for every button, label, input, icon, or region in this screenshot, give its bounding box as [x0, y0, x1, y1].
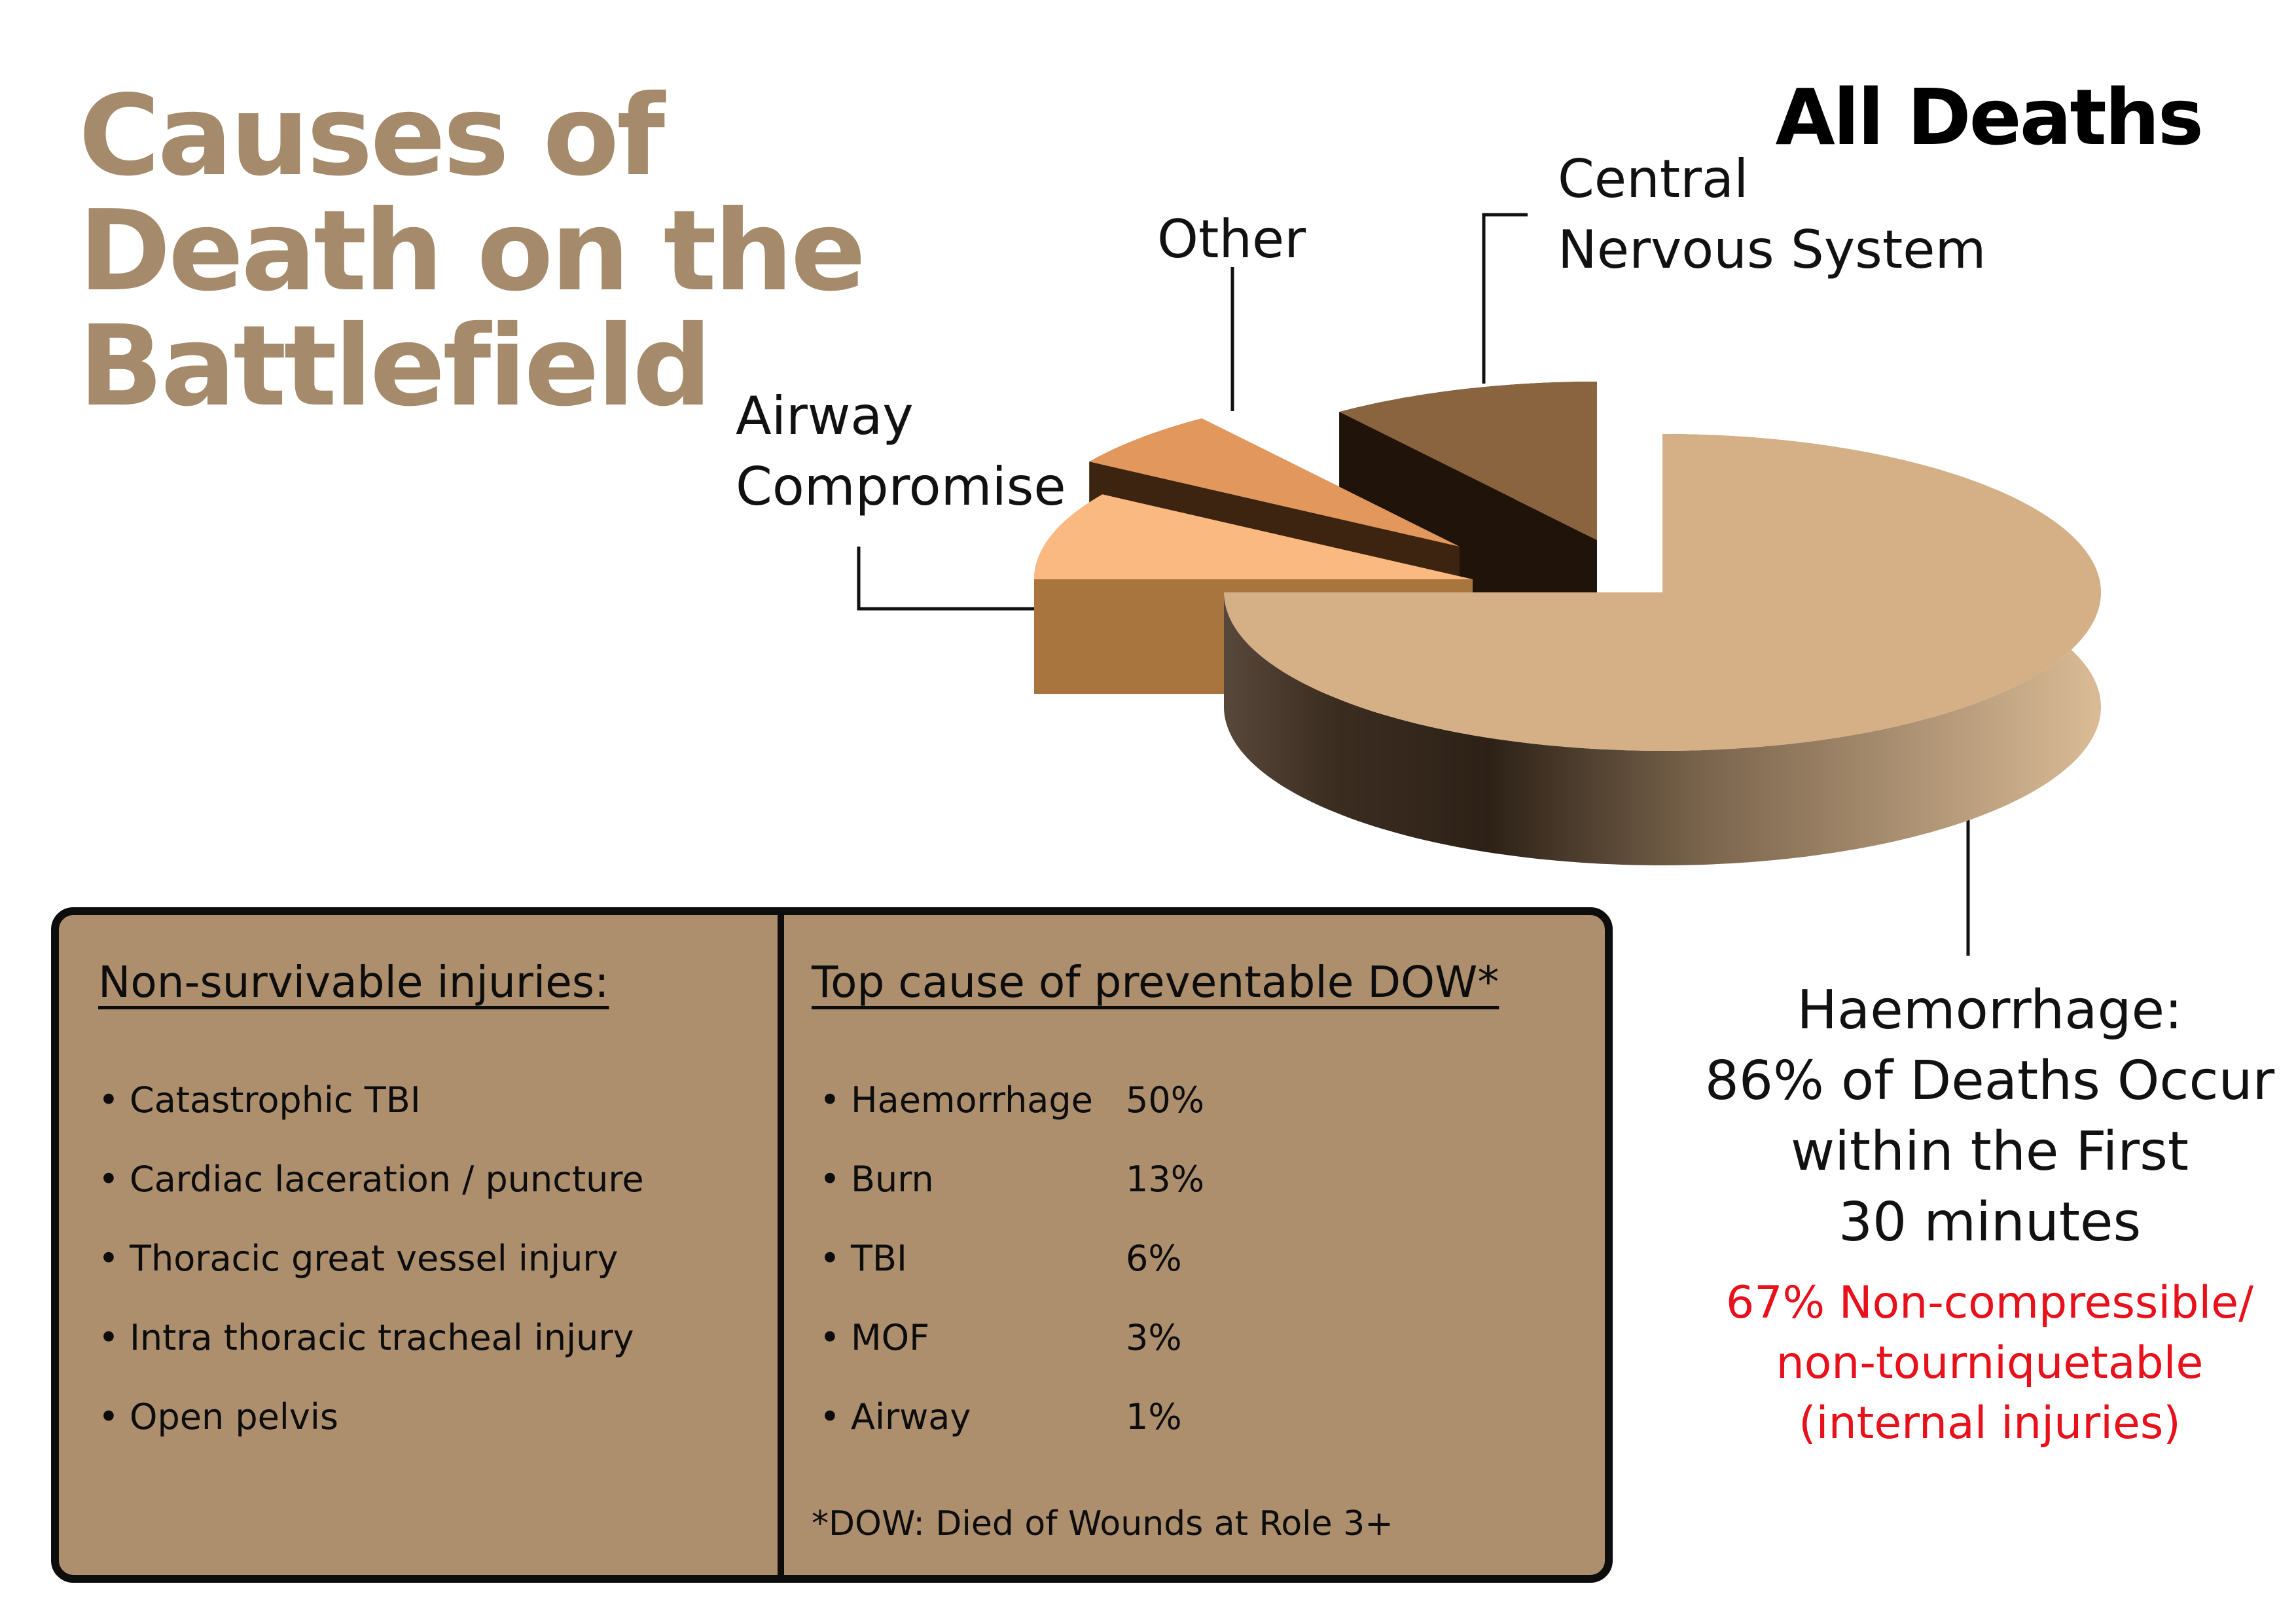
dow-percent: 1% — [1126, 1396, 1182, 1437]
non-survivable-heading: Non-survivable injuries: — [98, 957, 609, 1007]
list-item: Catastrophic TBI — [98, 1060, 644, 1140]
list-item: Open pelvis — [98, 1377, 644, 1456]
slice-label-line: 30 minutes — [1838, 1191, 2142, 1254]
slice-label-airway: Airway Compromise — [736, 381, 1066, 522]
slice-label-line: Other — [1157, 209, 1306, 270]
dow-cause: TBI — [851, 1238, 907, 1279]
slice-label-line: 86% of Deaths Occur — [1704, 1050, 2275, 1112]
list-item: Haemorrhage 50% — [819, 1060, 1204, 1140]
dow-percent: 6% — [1126, 1238, 1182, 1279]
dow-percent: 13% — [1126, 1159, 1205, 1200]
list-item: Intra thoracic tracheal injury — [98, 1298, 644, 1377]
dow-cause: Burn — [851, 1159, 934, 1200]
column-divider — [778, 915, 784, 1575]
list-item: Burn 13% — [819, 1140, 1204, 1219]
pie-slices — [1034, 382, 2101, 865]
list-item: MOF 3% — [819, 1298, 1204, 1377]
dow-cause: Airway — [851, 1396, 971, 1437]
title-line: Battlefield — [79, 302, 712, 431]
preventable-dow-heading: Top cause of preventable DOW* — [812, 957, 1499, 1007]
slice-other — [1089, 418, 1460, 547]
note-line: 67% Non-compressible/ — [1725, 1277, 2254, 1329]
info-box: Non-survivable injuries: Catastrophic TB… — [51, 907, 1613, 1583]
note-line: (internal injuries) — [1799, 1398, 2181, 1449]
non-survivable-list: Catastrophic TBI Cardiac laceration / pu… — [98, 1060, 644, 1456]
slice-label-line: within the First — [1791, 1121, 2189, 1183]
slice-cns — [1339, 382, 1597, 540]
slice-label-line: Airway — [736, 386, 914, 446]
slice-label-haemorrhage: Haemorrhage: 86% of Deaths Occur within … — [1676, 975, 2296, 1258]
chart-title: All Deaths — [1775, 72, 2204, 162]
slice-label-line: Nervous System — [1558, 219, 1986, 280]
dow-cause: Haemorrhage — [851, 1079, 1093, 1121]
title-line: Death on the — [79, 187, 866, 316]
slice-label-line: Haemorrhage: — [1797, 979, 2183, 1041]
pie-chart — [857, 213, 2101, 956]
list-item: Cardiac laceration / puncture — [98, 1140, 644, 1219]
slice-airway — [1034, 494, 1473, 579]
list-item: Airway 1% — [819, 1377, 1204, 1456]
list-item: Thoracic great vessel injury — [98, 1219, 644, 1298]
dow-percent: 3% — [1126, 1317, 1182, 1358]
page-title: Causes of Death on the Battlefield — [79, 71, 866, 431]
note-line: non-tourniquetable — [1776, 1337, 2204, 1389]
preventable-dow-list: Haemorrhage 50% Burn 13% TBI 6% MOF 3% A… — [819, 1060, 1204, 1456]
slice-label-line: Compromise — [736, 456, 1066, 517]
slice-haemorrhage — [1224, 434, 2101, 751]
slice-label-cns: Central Nervous System — [1558, 144, 1986, 285]
slice-label-line: Central — [1558, 149, 1749, 209]
list-item: TBI 6% — [819, 1219, 1204, 1298]
haemorrhage-note: 67% Non-compressible/ non-tourniquetable… — [1676, 1273, 2296, 1454]
dow-percent: 50% — [1126, 1079, 1205, 1121]
dow-cause: MOF — [851, 1317, 930, 1358]
cns-leader-line — [1482, 213, 1528, 384]
title-line: Causes of — [79, 71, 665, 201]
dow-footnote: *DOW: Died of Wounds at Role 3+ — [812, 1504, 1393, 1543]
slice-label-other: Other — [1157, 204, 1306, 275]
